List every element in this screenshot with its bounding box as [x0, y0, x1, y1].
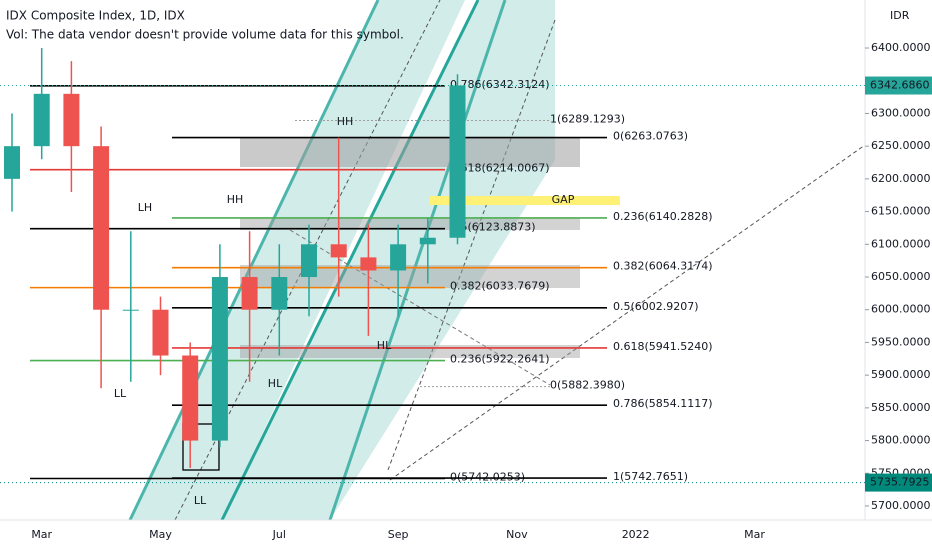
level-label: 0.5(6002.9207): [613, 300, 699, 313]
y-tick-label: 5950.0000: [871, 335, 931, 348]
y-tick-label: 5850.0000: [871, 401, 931, 414]
y-tick-label: 6300.0000: [871, 106, 931, 119]
swing-label: GAP: [552, 193, 575, 206]
price-badge-label: 6342.6860: [870, 79, 930, 92]
candle-body: [122, 309, 139, 311]
chart-subtitle: Vol: The data vendor doesn't provide vol…: [6, 28, 404, 42]
candle-body: [63, 93, 80, 147]
level-label: 1(6289.1293): [550, 113, 625, 126]
level-label: 0(5882.3980): [550, 379, 625, 392]
swing-label: HL: [377, 339, 392, 352]
channel-edge: [328, 0, 507, 521]
x-tick-label: May: [149, 528, 172, 541]
candle-body: [301, 244, 317, 278]
y-tick-label: 6150.0000: [871, 205, 931, 218]
channel-midline: [387, 19, 556, 471]
swing-label: HH: [337, 115, 354, 128]
zone-box: [240, 265, 580, 288]
y-tick-label: 5800.0000: [871, 434, 931, 447]
price-badge: [865, 473, 932, 492]
level-label: 0.618(5941.5240): [613, 340, 713, 353]
swing-label: HL: [268, 377, 283, 390]
y-tick-label: 5700.0000: [871, 499, 931, 512]
candle-body: [4, 146, 20, 179]
y-tick-label: 6400.0000: [871, 41, 931, 54]
price-badge-label: 5735.7925: [870, 476, 930, 489]
zone-box: [240, 218, 580, 230]
candle-body: [182, 355, 199, 441]
x-tick-label: Sep: [388, 528, 409, 541]
channel-midline: [174, 0, 441, 521]
trend-line: [389, 144, 866, 481]
level-label: 0.5(6123.8873): [450, 221, 536, 234]
x-tick-label: Nov: [506, 528, 528, 541]
x-tick-label: Mar: [31, 528, 52, 541]
candle-body: [211, 277, 228, 441]
y-tick-label: 6250.0000: [871, 139, 931, 152]
x-tick-label: Jul: [272, 528, 286, 541]
swing-label: LL: [114, 387, 127, 400]
candle-body: [241, 277, 258, 310]
candle-body: [330, 244, 347, 258]
highlight-box: [182, 423, 220, 471]
level-label: 0.786(6342.3124): [450, 78, 550, 91]
level-label: 0.786(5854.1117): [613, 397, 713, 410]
level-label: 0.382(6064.3174): [613, 260, 713, 273]
y-tick-label: 6050.0000: [871, 270, 931, 283]
candle-body: [271, 277, 288, 310]
candle-body: [419, 237, 436, 245]
x-tick-label: Mar: [744, 528, 765, 541]
gap-box: [430, 196, 620, 205]
y-tick-label: 6000.0000: [871, 303, 931, 316]
candle-body: [360, 257, 377, 271]
channel-fill: [222, 0, 555, 520]
x-tick-label: 2022: [622, 528, 650, 541]
candle-body: [390, 244, 407, 271]
candle-body: [152, 309, 169, 356]
level-label: 0.236(5922.2641): [450, 353, 550, 366]
swing-label: LH: [138, 201, 152, 214]
swing-label: HH: [227, 193, 244, 206]
channel-edge: [220, 0, 480, 521]
y-tick-label: 6200.0000: [871, 172, 931, 185]
channel-edge: [128, 0, 380, 521]
y-tick-label: 6100.0000: [871, 237, 931, 250]
level-label: 1(5742.7651): [613, 470, 688, 483]
swing-label: LL: [194, 494, 207, 507]
zone-box: [240, 137, 580, 167]
chart-title: IDX Composite Index, 1D, IDX: [6, 9, 185, 23]
candle-body: [93, 146, 110, 310]
level-label: 0.236(6140.2828): [613, 210, 713, 223]
level-label: 0(6263.0763): [613, 130, 688, 143]
candle-body: [33, 93, 50, 147]
price-badge: [865, 76, 932, 95]
y-tick-label: 5900.0000: [871, 368, 931, 381]
level-label: 0(5742.0253): [450, 471, 525, 484]
currency: IDR: [890, 9, 910, 22]
level-label: 0.618(6214.0067): [450, 162, 550, 175]
candle-body: [449, 85, 466, 238]
level-label: 0.382(6033.7679): [450, 280, 550, 293]
